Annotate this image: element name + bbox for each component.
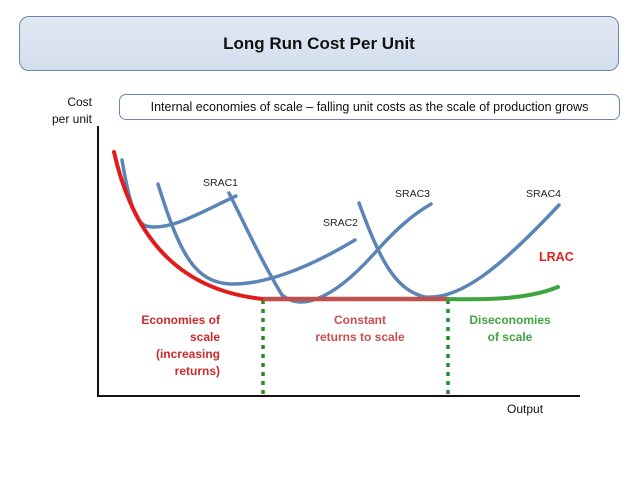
subtitle-box: Internal economies of scale – falling un… (119, 94, 620, 120)
title-box: Long Run Cost Per Unit (19, 16, 619, 71)
economies-line4: returns) (174, 364, 220, 378)
constant-line2: returns to scale (315, 330, 405, 344)
lrac-diseconomies-segment (446, 285, 560, 302)
page-title: Long Run Cost Per Unit (223, 33, 415, 53)
srac1-label: SRAC1 (203, 177, 239, 189)
lrac-label: LRAC (539, 250, 574, 264)
diseconomies-of-scale-label: Diseconomies of scale (462, 312, 558, 346)
srac4-label: SRAC4 (526, 188, 562, 200)
srac1-curve (120, 158, 238, 229)
x-axis-label: Output (507, 402, 544, 416)
srac3-label: SRAC3 (395, 188, 431, 200)
y-axis-label: Cost per unit (40, 94, 92, 128)
subtitle-text: Internal economies of scale – falling un… (150, 100, 589, 114)
y-axis-label-line2: per unit (51, 112, 92, 126)
lrac-curve (112, 150, 265, 301)
economies-of-scale-label: Economies of scale (increasing returns) (130, 312, 220, 380)
economies-line1: Economies of (141, 313, 220, 327)
economies-line2: scale (189, 330, 220, 344)
srac3-curve (357, 201, 561, 299)
diseconomies-line2: of scale (487, 330, 533, 344)
constant-line1: Constant (334, 313, 386, 327)
y-axis-label-line1: Cost (67, 95, 92, 109)
economies-line3: (increasing (155, 347, 220, 361)
srac2-label: SRAC2 (323, 217, 359, 229)
srac2-curve (156, 182, 357, 286)
diseconomies-line1: Diseconomies (469, 313, 551, 327)
constant-returns-label: Constant returns to scale (300, 312, 420, 346)
